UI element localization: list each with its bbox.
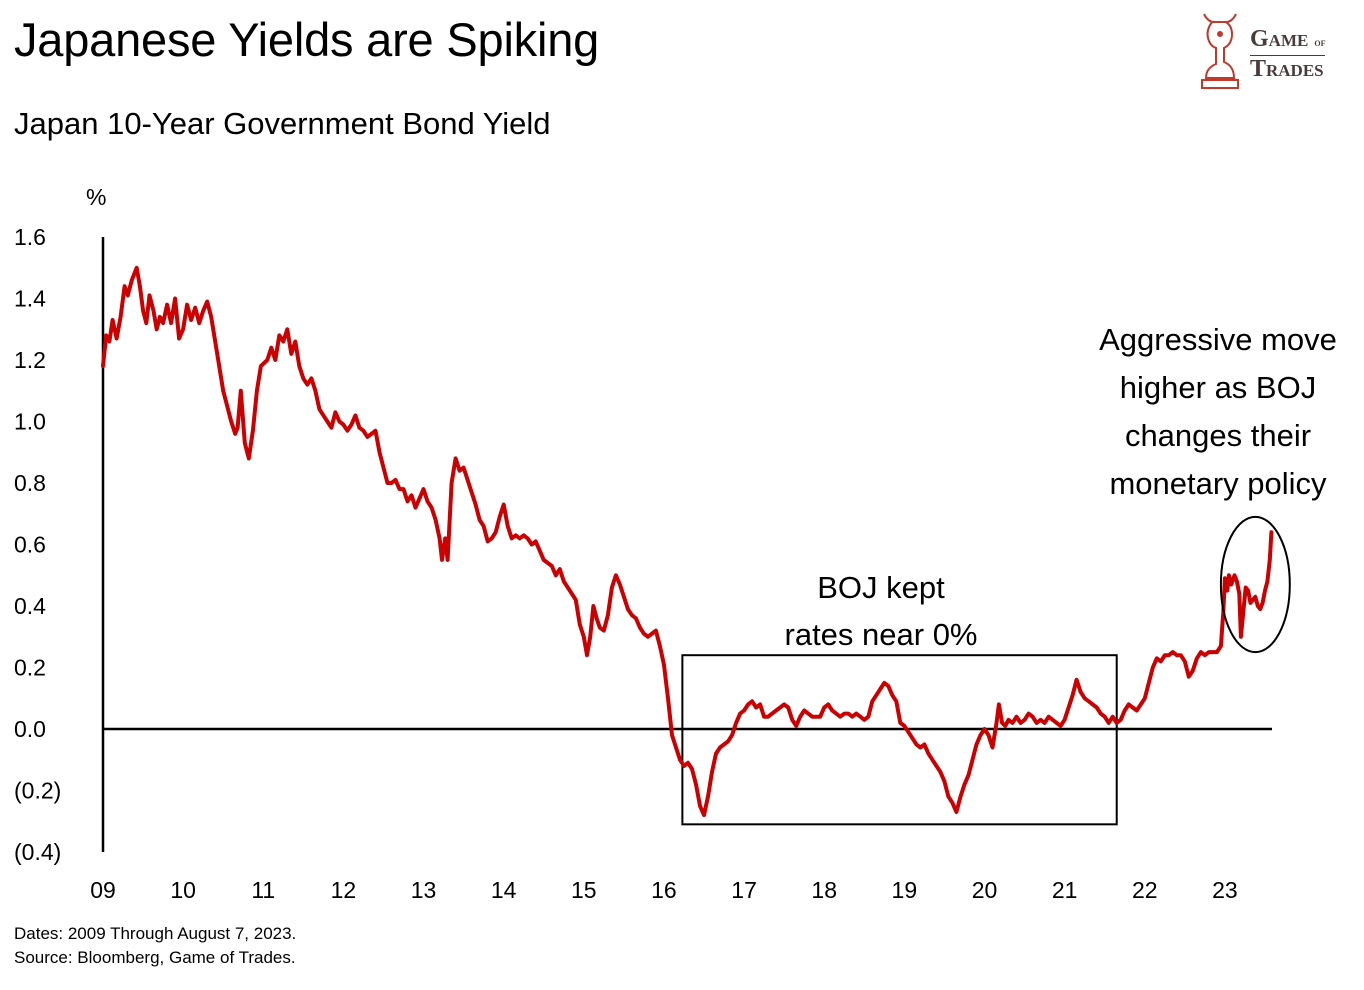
boj-annotation-line-1: BOJ kept (817, 570, 945, 605)
x-tick-label: 23 (1212, 877, 1238, 903)
dates-note: Dates: 2009 Through August 7, 2023. (14, 924, 297, 943)
y-tick-label: 1.0 (14, 409, 46, 435)
x-tick-label: 19 (892, 877, 918, 903)
x-tick-label: 21 (1052, 877, 1078, 903)
chart-subtitle: Japan 10-Year Government Bond Yield (14, 106, 551, 141)
boj-annotation-box (681, 654, 1118, 826)
x-tick-label: 20 (972, 877, 998, 903)
y-axis-unit-label: % (86, 184, 106, 210)
spike-annotation-line-4: monetary policy (1109, 466, 1327, 501)
x-tick-label: 14 (491, 877, 517, 903)
y-tick-label: 0.8 (14, 470, 46, 496)
spike-annotation-line-2: higher as BOJ (1120, 370, 1316, 405)
y-tick-label: 1.4 (14, 286, 46, 312)
y-tick-label: 0.0 (14, 716, 46, 742)
x-tick-label: 15 (571, 877, 597, 903)
y-tick-label: 1.6 (14, 224, 46, 250)
x-tick-label: 22 (1132, 877, 1158, 903)
y-tick-label: 1.2 (14, 347, 46, 373)
spike-highlight-ellipse (1219, 515, 1291, 654)
footnotes: Dates: 2009 Through August 7, 2023. Sour… (14, 922, 296, 970)
x-tick-label: 17 (731, 877, 757, 903)
bull-knight-icon (1201, 13, 1239, 89)
x-axis: 09 10 11 12 13 14 15 16 17 18 19 20 21 22 23 (90, 877, 1237, 903)
y-axis: 1.6 1.4 1.2 1.0 0.8 0.6 0.4 0.2 0.0 (0.2) (0.4) (14, 224, 61, 865)
y-tick-label: (0.4) (14, 839, 61, 865)
x-tick-label: 12 (331, 877, 357, 903)
y-tick-label: (0.2) (14, 778, 61, 804)
y-tick-label: 0.2 (14, 655, 46, 681)
source-note: Source: Bloomberg, Game of Trades. (14, 948, 296, 967)
y-tick-label: 0.6 (14, 532, 46, 558)
x-tick-label: 18 (811, 877, 837, 903)
x-tick-label: 13 (411, 877, 437, 903)
logo-word-game: Game (1250, 26, 1309, 52)
logo-word-trades: Trades (1250, 55, 1326, 82)
y-tick-label: 0.4 (14, 593, 46, 619)
chart-title: Japanese Yields are Spiking (14, 13, 600, 66)
yield-series-line (101, 265, 1274, 818)
x-tick-label: 16 (651, 877, 677, 903)
x-tick-label: 11 (251, 877, 275, 903)
boj-annotation-line-2: rates near 0% (785, 617, 978, 652)
spike-annotation-line-3: changes their (1125, 418, 1311, 453)
game-of-trades-logo: Game of Trades (1194, 8, 1354, 96)
x-tick-label: 09 (90, 877, 116, 903)
spike-annotation-line-1: Aggressive move (1099, 322, 1337, 357)
logo-word-of: of (1314, 35, 1326, 49)
x-tick-label: 10 (170, 877, 196, 903)
